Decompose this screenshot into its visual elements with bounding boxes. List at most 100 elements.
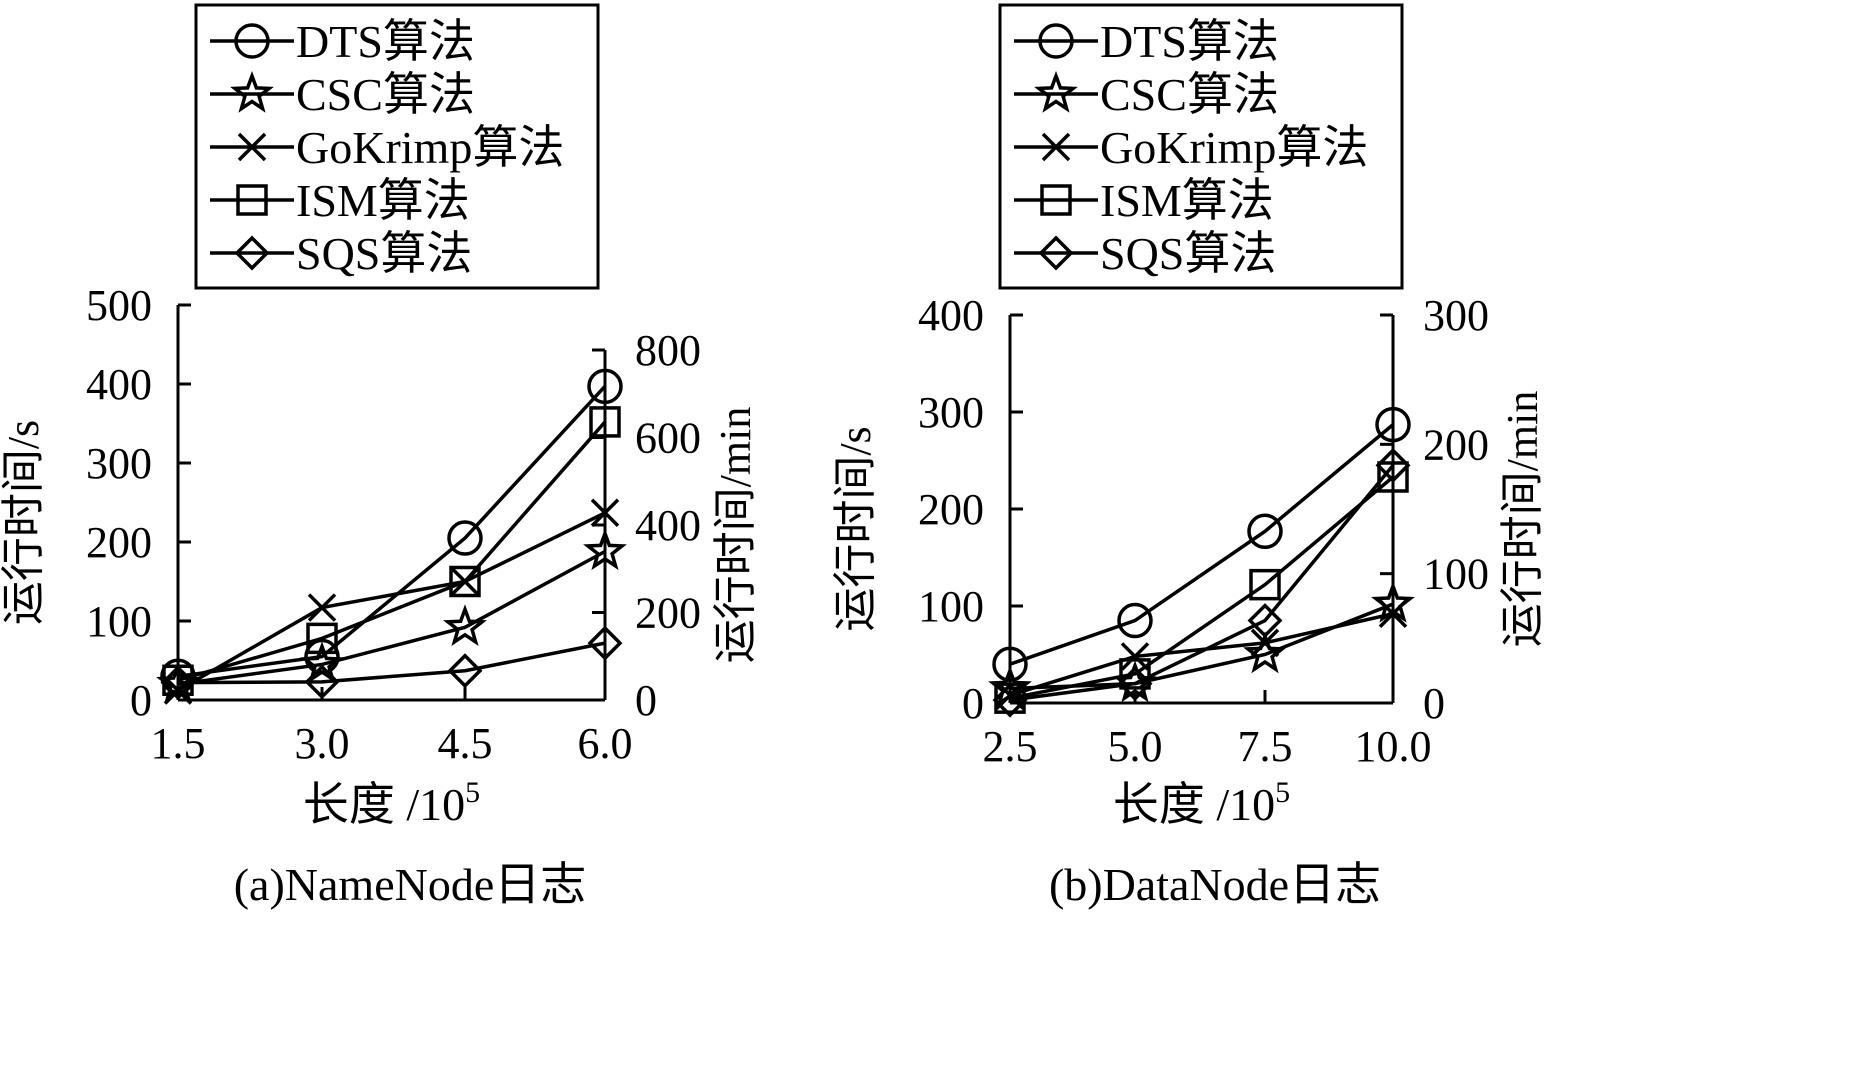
x-axis-label: 长度 /105 [1113,776,1290,830]
y-axis-label-left: 运行时间/s [831,426,880,631]
legend-label: ISM算法 [1100,175,1274,226]
series-star [156,528,627,703]
legend-label: GoKrimp算法 [1100,122,1368,173]
data-point-square [306,622,338,655]
legend-marker-square [1040,184,1072,216]
data-point-diamond [1117,666,1153,702]
y-left-tick-label: 400 [86,360,152,409]
chart-caption: (b)DataNode日志 [1049,859,1381,910]
series-line [1009,612,1394,697]
legend-marker-circle [1038,23,1074,59]
series-square [162,406,621,696]
y-left-tick-label: 300 [86,439,152,488]
data-point-x [995,681,1025,710]
x-tick-label: 3.0 [295,719,350,768]
y-left-tick-label: 500 [86,281,152,330]
x-tick-label: 1.5 [151,719,206,768]
legend-marker-diamond [234,235,270,271]
series-square [994,461,1409,714]
series-line [177,511,606,693]
y-left-tick-label: 400 [918,291,984,340]
legend-marker-diamond [1038,235,1074,271]
y-axis-label-right: 运行时间/min [711,407,760,664]
series-line [177,641,606,685]
data-point-x [307,593,337,622]
data-point-diamond [304,664,340,700]
y-left-tick-label: 100 [86,597,152,646]
data-point-circle [992,646,1028,682]
series-line [1009,464,1395,702]
chart-caption: (a)NameNode日志 [234,859,587,910]
x-axis-label: 长度 /105 [303,776,480,830]
x-tick-label: 4.5 [438,719,493,768]
series-x [163,498,620,705]
data-point-diamond [1375,447,1411,483]
data-point-diamond [160,665,196,701]
legend-marker-circle [234,23,270,59]
y-left-tick-label: 100 [918,582,984,631]
data-point-circle [447,520,483,556]
legend-marker-star [1034,70,1078,113]
y-left-tick-label: 200 [918,485,984,534]
series-x [995,599,1408,710]
series-line [177,549,606,686]
y-right-tick-label: 300 [1423,291,1489,340]
data-point-diamond [587,625,623,661]
data-point-x [1378,599,1408,628]
legend-label: SQS算法 [296,228,472,279]
data-point-square [1119,658,1151,690]
series-diamond [992,447,1411,718]
data-point-x [590,498,620,528]
y-axis-label-right: 运行时间/min [1498,391,1547,648]
data-point-x [1120,642,1150,671]
data-point-star [1243,631,1287,674]
x-tick-label: 7.5 [1238,722,1293,771]
data-point-circle [1247,513,1283,550]
x-tick-label: 5.0 [1108,722,1163,771]
y-right-tick-label: 0 [635,676,657,725]
data-point-star [300,641,344,684]
legend-label: CSC算法 [1100,69,1279,120]
data-point-circle [1375,406,1411,443]
data-point-x [1250,628,1280,658]
chart-panel-a: 0 100 200 300 400 500 0 200 400 600 800 1.5 3.0 4.5 6.… [0,3,760,910]
legend-marker-square [236,184,268,216]
data-point-circle [1117,602,1153,639]
data-point-diamond [447,653,483,689]
legend-marker-x [1041,132,1071,162]
series-star [988,581,1415,708]
x-tick-label: 2.5 [983,722,1038,771]
legend-label: ISM算法 [296,175,470,226]
series-line [177,385,607,679]
data-point-square [1249,568,1281,601]
data-point-star [583,528,627,571]
y-right-tick-label: 100 [1423,550,1489,599]
legend-marker-x [237,132,267,162]
x-tick-label: 10.0 [1355,722,1432,771]
series-line [177,420,607,682]
y-right-tick-label: 600 [635,414,701,463]
data-point-circle [587,368,623,405]
legend-label: CSC算法 [296,69,475,120]
y-left-tick-label: 0 [962,679,984,728]
series-line [1009,423,1395,666]
series-circle [992,406,1411,682]
series-line [1009,475,1395,700]
data-point-square [589,406,621,438]
y-right-tick-label: 0 [1423,679,1445,728]
chart-panel-b: 0 100 200 300 400 0 100 200 300 2.5 5.0 7.5 10.0 长度 /… [831,3,1547,910]
y-right-tick-label: 400 [635,501,701,550]
legend-label: DTS算法 [1100,16,1279,67]
y-axis-label-left: 运行时间/s [0,420,48,625]
series-circle [160,368,623,695]
y-left-tick-label: 200 [86,518,152,567]
y-right-tick-label: 800 [635,326,701,375]
legend-marker-star [230,70,274,113]
legend-label: SQS算法 [1100,228,1276,279]
y-left-tick-label: 0 [130,676,152,725]
data-point-diamond [1247,603,1283,639]
y-left-tick-label: 300 [918,388,984,437]
